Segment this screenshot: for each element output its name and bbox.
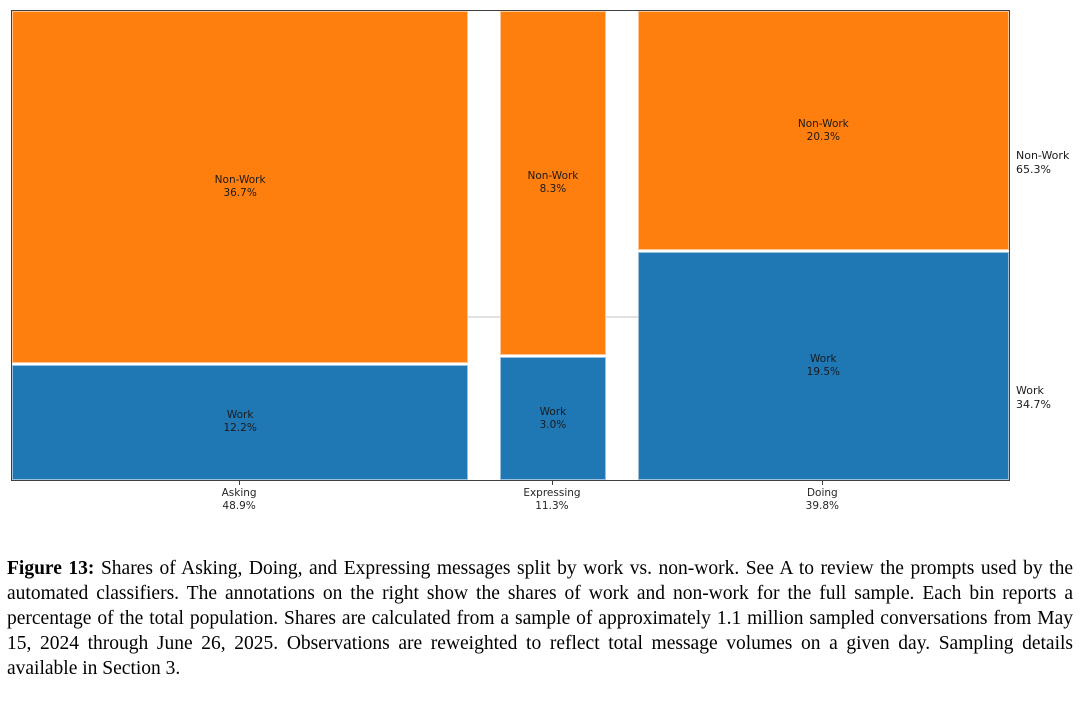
x-tick-label-expressing: Expressing 11.3% bbox=[523, 487, 581, 512]
mosaic-plot: Non-Work 36.7% Work 12.2% Non-Work 8.3% bbox=[11, 10, 1010, 481]
figure-caption-text: Shares of Asking, Doing, and Expressing … bbox=[7, 557, 1073, 679]
figure-caption: Figure 13: Shares of Asking, Doing, and … bbox=[7, 556, 1073, 681]
column-asking: Non-Work 36.7% Work 12.2% bbox=[12, 11, 469, 480]
x-tick-label-asking: Asking 48.9% bbox=[221, 487, 257, 512]
segment-label: Non-Work 36.7% bbox=[214, 173, 266, 199]
segment-asking-nonwork: Non-Work 36.7% bbox=[12, 11, 469, 363]
segment-label: Work 12.2% bbox=[223, 409, 257, 435]
x-tick-label-doing: Doing 39.8% bbox=[805, 487, 840, 512]
annotation-overall-nonwork: Non-Work 65.3% bbox=[1016, 149, 1070, 177]
segment-expressing-work: Work 3.0% bbox=[500, 355, 606, 480]
segment-doing-nonwork: Non-Work 20.3% bbox=[637, 11, 1009, 251]
segment-label: Non-Work 20.3% bbox=[797, 117, 849, 143]
segment-label: Work 19.5% bbox=[806, 353, 840, 379]
x-tick-doing bbox=[822, 481, 824, 485]
segment-asking-work: Work 12.2% bbox=[12, 362, 469, 480]
annotation-overall-work: Work 34.7% bbox=[1016, 383, 1051, 411]
figure-caption-label: Figure 13: bbox=[7, 557, 95, 579]
segment-doing-work: Work 19.5% bbox=[637, 250, 1009, 480]
segment-label: Work 3.0% bbox=[539, 405, 567, 431]
x-tick-expressing bbox=[551, 481, 553, 485]
segment-expressing-nonwork: Non-Work 8.3% bbox=[500, 11, 606, 356]
segment-label: Non-Work 8.3% bbox=[527, 170, 579, 196]
column-doing: Non-Work 20.3% Work 19.5% bbox=[637, 11, 1009, 480]
x-tick-asking bbox=[239, 481, 241, 485]
column-expressing: Non-Work 8.3% Work 3.0% bbox=[500, 11, 606, 480]
